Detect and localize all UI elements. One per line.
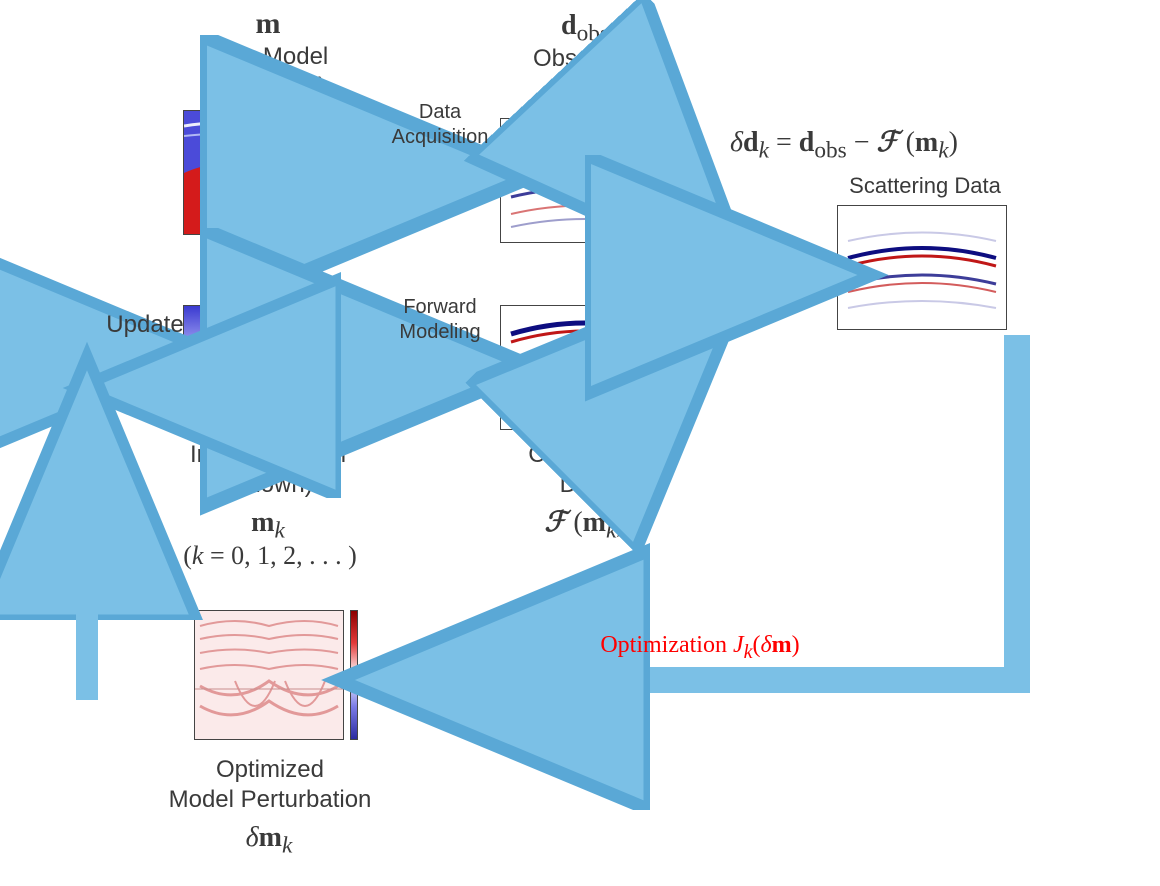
forward-modeling-label: ForwardModeling: [380, 295, 500, 345]
data-acquisition-label: DataAcquisition: [380, 100, 500, 150]
update-label: Update: [95, 310, 195, 340]
optimization-label: Optimization Jk(δm): [500, 630, 900, 665]
optimization-text: Optimization Jk(δm): [600, 632, 799, 658]
arrow-pert-link: [0, 0, 1160, 886]
